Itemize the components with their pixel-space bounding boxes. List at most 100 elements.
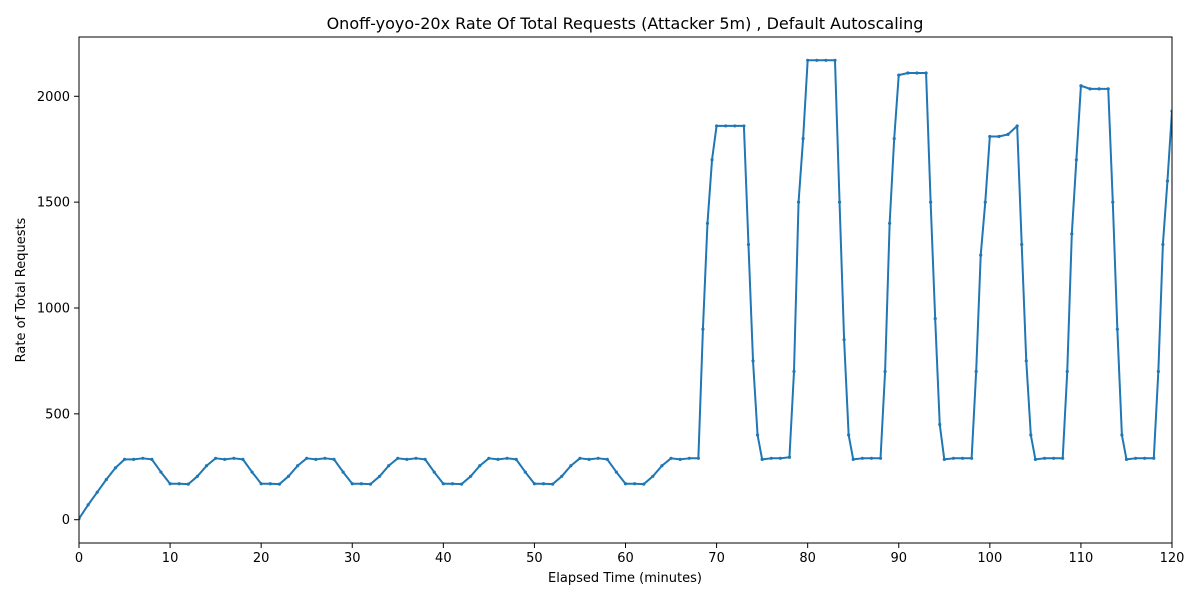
x-tick-label: 10 <box>162 551 179 566</box>
y-axis-ticks: 0 500 1000 1500 2000 <box>37 90 79 528</box>
y-tick-label: 2000 <box>37 90 70 105</box>
x-tick-label: 80 <box>799 551 816 566</box>
data-point <box>95 490 99 494</box>
data-point <box>405 457 409 461</box>
data-point <box>150 457 154 461</box>
data-point <box>487 456 491 460</box>
data-point <box>806 58 810 62</box>
data-point <box>651 474 655 478</box>
data-point <box>286 474 291 478</box>
data-point <box>669 456 673 460</box>
x-tick-label: 120 <box>1160 551 1185 566</box>
data-point <box>796 200 801 204</box>
x-tick-label: 90 <box>890 551 907 566</box>
data-point <box>377 474 382 478</box>
data-point <box>942 457 946 461</box>
data-point <box>1115 327 1119 331</box>
data-point <box>755 433 760 437</box>
data-point <box>1143 456 1147 460</box>
data-point <box>396 456 400 460</box>
y-tick-label: 1000 <box>37 301 70 316</box>
data-point <box>983 200 987 204</box>
chart-title: Onoff-yoyo-20x Rate Of Total Requests (A… <box>327 14 924 33</box>
data-point <box>760 457 764 461</box>
data-point <box>86 503 90 507</box>
data-point <box>305 456 309 460</box>
data-point <box>915 71 919 75</box>
data-point <box>368 482 373 486</box>
data-point <box>970 456 974 460</box>
data-point <box>496 457 500 461</box>
data-point <box>837 200 842 204</box>
data-point <box>1161 242 1165 247</box>
data-point <box>1152 456 1156 460</box>
data-point <box>623 482 628 486</box>
data-point <box>888 221 892 225</box>
y-tick-label: 500 <box>45 407 70 422</box>
data-point <box>929 200 933 204</box>
data-point <box>1033 457 1037 461</box>
data-point <box>1024 359 1028 363</box>
data-point <box>878 456 883 460</box>
data-point <box>960 456 965 460</box>
data-point <box>1133 456 1138 460</box>
data-point <box>687 456 691 460</box>
y-tick-label: 0 <box>62 513 70 528</box>
data-point <box>296 464 300 468</box>
data-point <box>710 158 714 162</box>
x-tick-label: 30 <box>344 551 361 566</box>
data-point <box>414 456 418 460</box>
data-point <box>938 422 942 427</box>
data-point <box>268 482 272 486</box>
data-point <box>787 455 792 459</box>
data-point <box>1074 158 1078 162</box>
data-point <box>724 124 728 128</box>
data-point <box>168 482 172 486</box>
data-point <box>587 457 591 461</box>
data-point <box>951 456 956 460</box>
data-point <box>833 58 837 62</box>
data-point <box>614 470 618 474</box>
x-tick-label: 0 <box>75 551 83 566</box>
data-point <box>450 482 455 486</box>
data-point <box>332 457 336 461</box>
data-point <box>1120 433 1124 437</box>
data-point <box>532 482 537 486</box>
data-point <box>746 242 751 247</box>
data-point <box>897 73 901 77</box>
data-point <box>551 482 555 486</box>
data-point <box>1165 179 1170 183</box>
data-point <box>132 457 136 461</box>
x-tick-label: 100 <box>977 551 1002 566</box>
data-point <box>642 482 646 486</box>
data-point <box>979 253 983 257</box>
x-tick-label: 50 <box>526 551 543 566</box>
data-point <box>1124 457 1129 461</box>
data-point <box>1006 132 1010 136</box>
x-axis-ticks: 0 10 20 30 40 50 60 70 80 90 100 110 120 <box>75 543 1185 566</box>
data-point <box>883 369 887 374</box>
data-point <box>733 124 737 128</box>
data-point <box>842 338 846 342</box>
data-point <box>423 457 427 461</box>
x-tick-label: 110 <box>1069 551 1094 566</box>
data-point <box>778 456 782 460</box>
data-point <box>1020 242 1024 247</box>
data-point <box>104 477 108 482</box>
data-point <box>997 134 1001 139</box>
data-point <box>988 134 992 139</box>
data-point <box>359 482 363 486</box>
data-point <box>1156 369 1160 374</box>
data-point <box>801 137 805 141</box>
plot-area <box>79 58 1172 521</box>
data-point <box>605 457 609 461</box>
data-point <box>696 456 700 460</box>
data-point <box>705 221 710 225</box>
data-point <box>1097 87 1101 91</box>
data-point <box>541 482 546 486</box>
data-point <box>441 482 445 486</box>
data-point <box>678 457 682 461</box>
data-point <box>792 369 796 374</box>
